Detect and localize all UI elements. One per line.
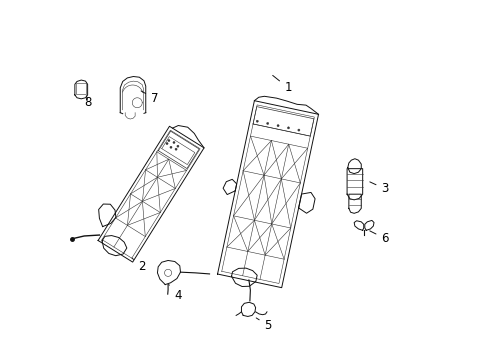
Text: 7: 7 (141, 91, 158, 105)
Text: 6: 6 (370, 231, 389, 245)
Circle shape (288, 127, 290, 129)
Text: 4: 4 (169, 284, 181, 302)
Circle shape (298, 129, 300, 131)
Bar (76, 83, 86, 94)
Circle shape (267, 122, 269, 125)
Circle shape (277, 125, 279, 127)
Circle shape (170, 146, 172, 148)
Text: 5: 5 (256, 318, 272, 332)
Text: 2: 2 (132, 258, 146, 273)
Circle shape (166, 143, 168, 145)
Text: 1: 1 (273, 75, 292, 94)
Text: 3: 3 (370, 182, 389, 195)
Circle shape (175, 148, 177, 150)
Circle shape (168, 139, 170, 141)
Circle shape (173, 141, 175, 144)
Circle shape (256, 120, 258, 122)
Text: 8: 8 (85, 95, 92, 108)
Circle shape (177, 145, 179, 147)
